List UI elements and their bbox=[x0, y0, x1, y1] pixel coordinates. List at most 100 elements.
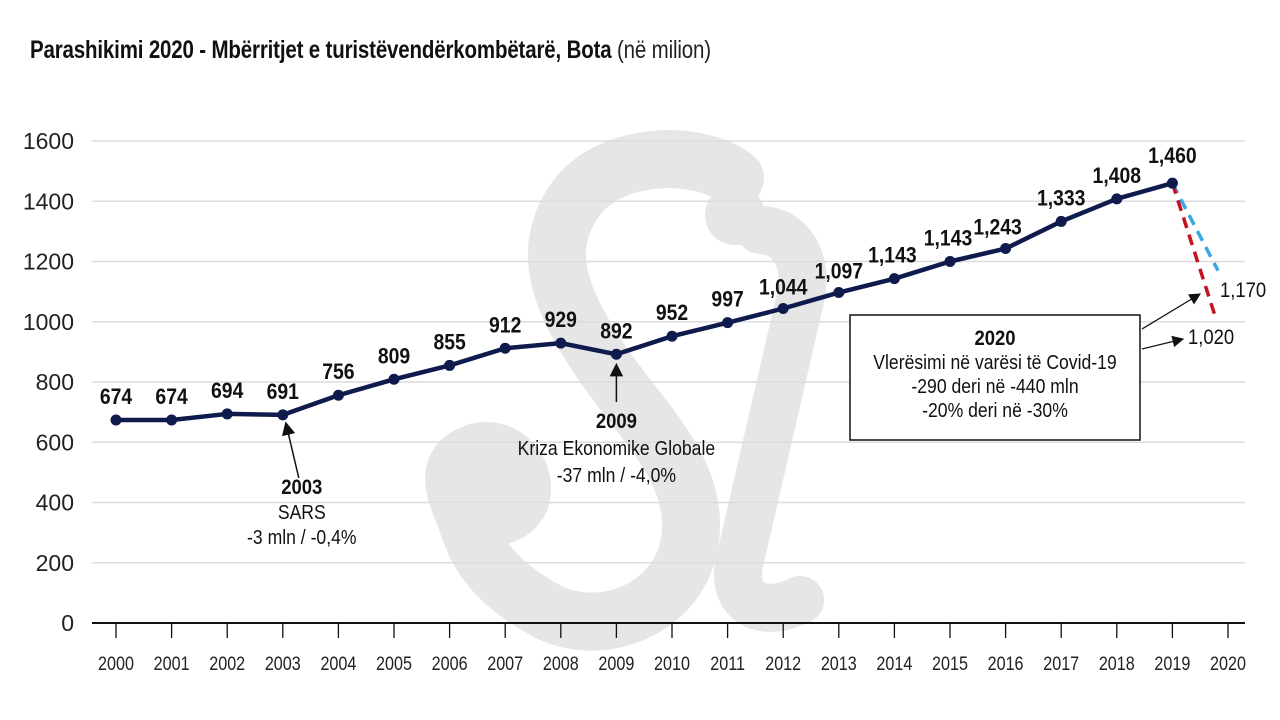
series-line bbox=[116, 181, 1174, 423]
y-tick-label: 400 bbox=[36, 490, 74, 516]
data-point bbox=[499, 342, 511, 354]
annotation-line: -20% deri në -30% bbox=[922, 399, 1068, 421]
data-point bbox=[444, 359, 456, 371]
data-label: 1,333 bbox=[1037, 186, 1085, 210]
data-point bbox=[833, 287, 845, 299]
x-axis: 2000 2001 2002 2003 2004 2005 2006 2007 2008 2009… bbox=[92, 622, 1246, 675]
data-point bbox=[388, 373, 400, 385]
annotation-arrow-2020-high bbox=[1141, 293, 1202, 330]
annotation-line: SARS bbox=[278, 501, 326, 523]
projection-lines: 1,170 1,020 bbox=[1170, 182, 1266, 349]
x-tick-label: 2003 bbox=[265, 653, 301, 675]
projection-low-label: 1,020 bbox=[1188, 326, 1234, 349]
watermark-dot bbox=[705, 185, 765, 245]
y-tick-label: 1600 bbox=[23, 128, 74, 154]
x-tick-label: 2016 bbox=[988, 653, 1024, 675]
data-label: 1,143 bbox=[924, 226, 972, 250]
gridlines bbox=[92, 140, 1245, 564]
chart-title: Parashikimi 2020 - Mbërritjet e turistëv… bbox=[30, 36, 711, 65]
projection-low-line bbox=[1170, 182, 1217, 317]
data-point bbox=[1000, 243, 1012, 255]
data-label: 1,143 bbox=[868, 244, 916, 268]
data-labels: 674 674 694 691 756 809 855 912 929 892 952 997 1,04… bbox=[100, 144, 1197, 409]
x-tick-label: 2014 bbox=[876, 653, 912, 675]
data-point bbox=[666, 330, 678, 342]
annotation-arrow-2020-low bbox=[1141, 335, 1185, 350]
data-point bbox=[221, 408, 233, 420]
chart-title-main: Parashikimi 2020 - Mbërritjet e turistëv… bbox=[30, 36, 612, 64]
y-axis: 0 200 400 600 800 1000 1200 1400 1600 bbox=[23, 128, 74, 636]
data-label: 691 bbox=[267, 380, 299, 404]
x-tick-label: 2017 bbox=[1043, 653, 1079, 675]
y-tick-label: 800 bbox=[36, 369, 74, 395]
watermark-i-shape bbox=[714, 206, 827, 632]
chart-title-unit: (në milion) bbox=[617, 36, 711, 64]
data-label: 952 bbox=[656, 301, 688, 325]
annotation-line: -37 mln / -4,0% bbox=[557, 464, 677, 486]
data-label: 809 bbox=[378, 344, 410, 368]
y-tick-label: 1000 bbox=[23, 309, 74, 335]
x-tick-label: 2006 bbox=[432, 653, 468, 675]
x-tick-label: 2011 bbox=[710, 653, 745, 675]
data-point bbox=[555, 337, 567, 349]
x-tick-label: 2010 bbox=[654, 653, 690, 675]
y-tick-label: 200 bbox=[36, 550, 74, 576]
data-label: 1,097 bbox=[815, 259, 863, 283]
projection-high-line bbox=[1170, 182, 1220, 272]
annotation-title: 2003 bbox=[281, 476, 322, 499]
x-tick-label: 2015 bbox=[932, 653, 968, 675]
data-point bbox=[110, 414, 122, 426]
data-point bbox=[332, 389, 344, 401]
data-point bbox=[1166, 177, 1178, 189]
annotation-line: Vlerësimi në varësi të Covid-19 bbox=[873, 351, 1116, 373]
projection-high-label: 1,170 bbox=[1220, 279, 1266, 302]
data-point bbox=[722, 317, 734, 329]
x-tick-label: 2009 bbox=[598, 653, 634, 675]
annotation-box-2020 bbox=[849, 314, 1141, 441]
data-point bbox=[777, 302, 789, 314]
y-tick-label: 1200 bbox=[23, 249, 74, 275]
data-point bbox=[1111, 193, 1123, 205]
x-tick-label: 2008 bbox=[543, 653, 579, 675]
annotation-title: 2020 bbox=[974, 327, 1015, 350]
data-point bbox=[1055, 215, 1067, 227]
x-tick-label: 2020 bbox=[1210, 653, 1246, 675]
annotation-line: Kriza Ekonomike Globale bbox=[518, 437, 716, 459]
y-tick-label: 0 bbox=[61, 610, 74, 636]
data-label: 1,044 bbox=[759, 275, 808, 299]
y-tick-label: 1400 bbox=[23, 188, 74, 214]
data-point bbox=[277, 409, 289, 421]
data-label: 1,460 bbox=[1148, 144, 1196, 168]
data-point bbox=[166, 414, 178, 426]
data-label: 674 bbox=[100, 385, 133, 409]
series-main bbox=[110, 177, 1178, 426]
x-tick-label: 2018 bbox=[1099, 653, 1135, 675]
x-tick-label: 2005 bbox=[376, 653, 412, 675]
x-tick-label: 2001 bbox=[154, 653, 190, 675]
data-label: 674 bbox=[155, 385, 188, 409]
data-label: 694 bbox=[211, 379, 244, 403]
x-tick-label: 2013 bbox=[821, 653, 857, 675]
annotation-arrow-2003 bbox=[282, 421, 300, 479]
x-tick-label: 2012 bbox=[765, 653, 801, 675]
data-label: 756 bbox=[322, 360, 354, 384]
data-label: 1,408 bbox=[1093, 164, 1141, 188]
data-point bbox=[944, 256, 956, 267]
annotation-title: 2009 bbox=[596, 410, 637, 433]
watermark-s-shape bbox=[425, 130, 764, 651]
watermark-logo bbox=[425, 130, 827, 651]
data-point bbox=[888, 273, 900, 285]
data-point bbox=[610, 348, 622, 360]
y-tick-label: 600 bbox=[36, 429, 74, 455]
x-tick-label: 2007 bbox=[487, 653, 523, 675]
data-label: 912 bbox=[489, 313, 521, 337]
x-tick-label: 2002 bbox=[209, 653, 245, 675]
x-tick-label: 2019 bbox=[1154, 653, 1190, 675]
data-label: 997 bbox=[711, 288, 743, 312]
x-tick-label: 2004 bbox=[320, 653, 356, 675]
data-label: 892 bbox=[600, 319, 632, 343]
annotation-line: -290 deri në -440 mln bbox=[911, 375, 1078, 397]
data-label: 855 bbox=[433, 330, 465, 354]
